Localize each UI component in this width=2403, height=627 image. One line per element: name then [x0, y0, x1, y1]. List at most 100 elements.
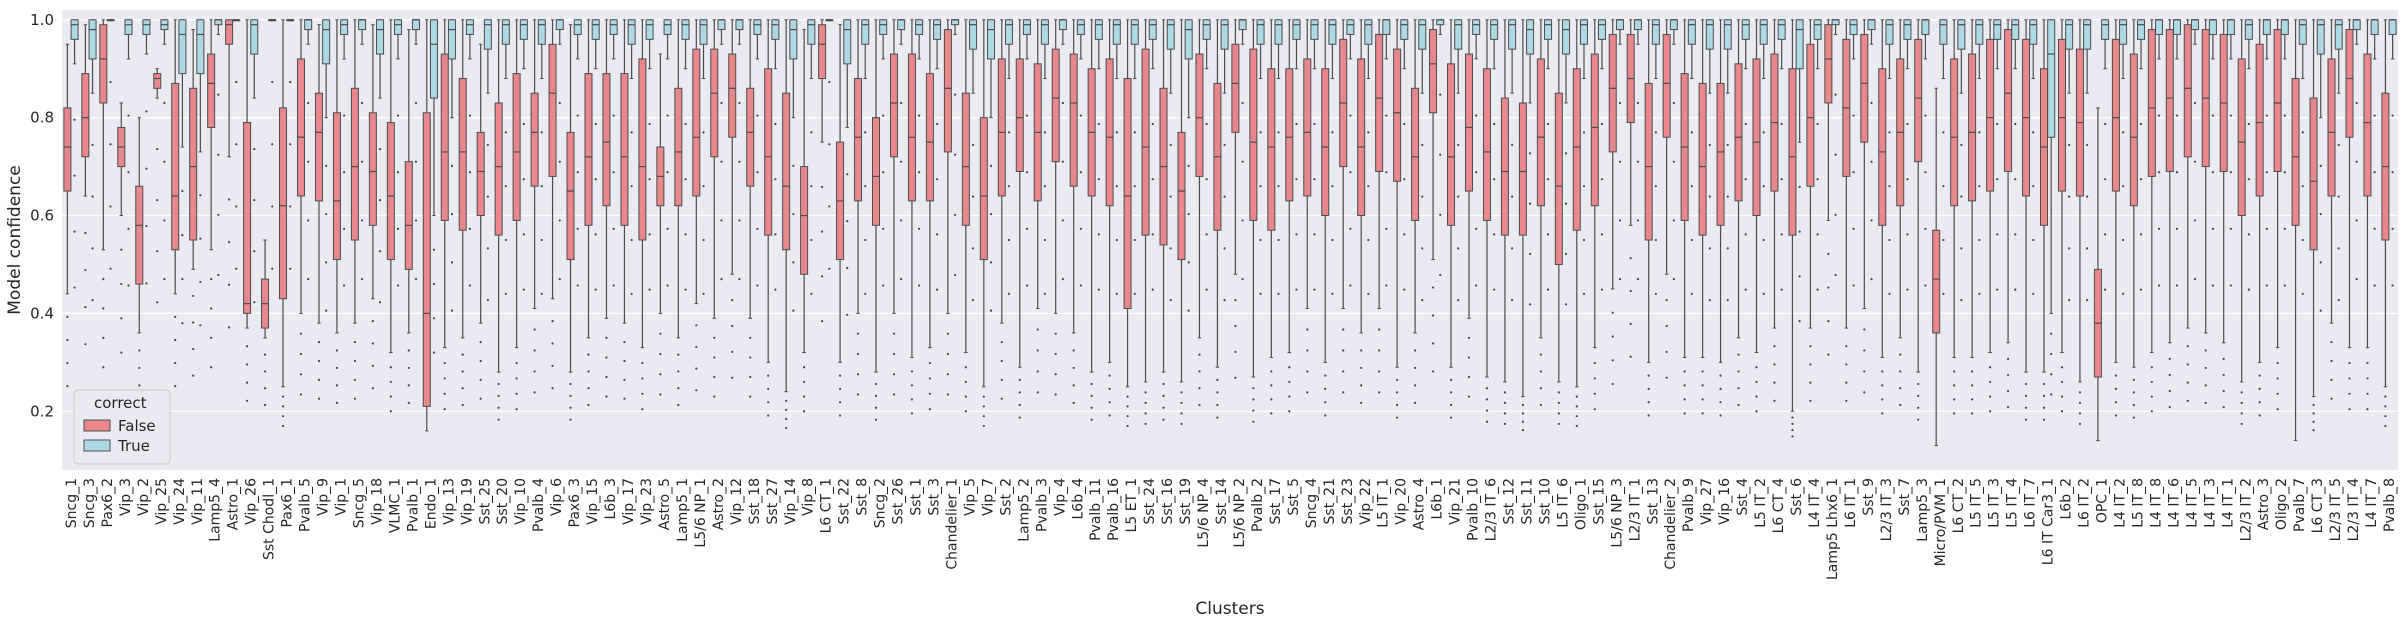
outlier-point	[702, 239, 704, 241]
box-body	[323, 20, 330, 64]
box-body	[1922, 20, 1929, 35]
outlier-point	[1558, 402, 1560, 404]
box-body	[880, 20, 887, 35]
outlier-point	[1888, 293, 1890, 295]
outlier-point	[911, 412, 913, 414]
outlier-point	[1870, 161, 1872, 163]
outlier-point	[1996, 123, 1998, 125]
outlier-point	[2086, 196, 2088, 198]
outlier-point	[1863, 328, 1865, 330]
outlier-point	[1504, 402, 1506, 404]
x-tick-label: Sst Chodl_1	[262, 478, 278, 560]
outlier-point	[2025, 407, 2027, 409]
outlier-point	[2312, 429, 2314, 431]
outlier-point	[1170, 196, 1172, 198]
outlier-point	[300, 373, 302, 375]
outlier-point	[2230, 228, 2232, 230]
outlier-point	[1827, 253, 1829, 255]
outlier-point	[972, 196, 974, 198]
box-body	[154, 74, 161, 89]
box-body	[1491, 20, 1498, 40]
box-body	[700, 20, 707, 44]
outlier-point	[792, 165, 794, 167]
outlier-point	[1834, 214, 1836, 216]
outlier-point	[666, 228, 668, 230]
outlier-point	[2392, 171, 2394, 173]
outlier-point	[1224, 247, 1226, 249]
outlier-point	[2384, 415, 2386, 417]
outlier-point	[1666, 351, 1668, 353]
box-body	[890, 54, 897, 157]
outlier-point	[731, 377, 733, 379]
outlier-point	[1684, 398, 1686, 400]
outlier-point	[659, 373, 661, 375]
outlier-point	[1529, 152, 1531, 154]
x-tick-label: L4 IT_8	[2148, 478, 2164, 528]
outlier-point	[684, 123, 686, 125]
outlier-point	[1816, 123, 1818, 125]
outlier-point	[91, 144, 93, 146]
outlier-point	[1522, 429, 1524, 431]
outlier-point	[1259, 131, 1261, 133]
outlier-point	[695, 346, 697, 348]
outlier-point	[1493, 123, 1495, 125]
outlier-point	[325, 310, 327, 312]
outlier-point	[264, 370, 266, 372]
outlier-point	[2356, 161, 2358, 163]
y-tick-label: 0.8	[30, 109, 54, 127]
outlier-point	[2284, 171, 2286, 173]
outlier-point	[1781, 178, 1783, 180]
outlier-point	[192, 321, 194, 323]
x-tick-label: Astro_4	[1412, 478, 1428, 530]
outlier-point	[2140, 233, 2142, 235]
outlier-point	[1378, 370, 1380, 372]
outlier-point	[1134, 131, 1136, 133]
box-body	[1106, 59, 1113, 206]
outlier-point	[1152, 289, 1154, 291]
outlier-point	[1180, 402, 1182, 404]
outlier-point	[1799, 320, 1801, 322]
outlier-point	[918, 228, 920, 230]
outlier-point	[1529, 203, 1531, 205]
box-body	[1293, 20, 1300, 40]
outlier-point	[138, 384, 140, 386]
outlier-point	[659, 333, 661, 335]
outlier-point	[1960, 144, 1962, 146]
box-body	[1861, 34, 1868, 142]
box-body	[1113, 20, 1120, 44]
box-body	[333, 113, 340, 260]
x-tick-label: Pvalb_16	[1106, 478, 1122, 541]
outlier-point	[120, 351, 122, 353]
outlier-point	[911, 370, 913, 372]
outlier-point	[66, 339, 68, 341]
box-body	[466, 20, 473, 35]
outlier-point	[821, 231, 823, 233]
box-body	[2256, 44, 2263, 196]
outlier-point	[2007, 358, 2009, 360]
outlier-point	[1906, 178, 1908, 180]
x-tick-label: Pax6_2	[100, 478, 116, 528]
outlier-point	[2312, 412, 2314, 414]
box-body	[556, 20, 563, 30]
outlier-point	[857, 373, 859, 375]
box-body	[197, 20, 204, 74]
box-body	[1196, 54, 1203, 176]
outlier-point	[1540, 404, 1542, 406]
outlier-point	[2302, 131, 2304, 133]
box-body	[1311, 20, 1318, 40]
outlier-point	[720, 219, 722, 221]
x-tick-label: L4 IT_5	[2184, 478, 2200, 528]
outlier-point	[318, 379, 320, 381]
box-body	[603, 74, 610, 206]
outlier-point	[120, 283, 122, 285]
outlier-point	[1432, 286, 1434, 288]
box-body	[2227, 20, 2234, 35]
outlier-point	[1241, 219, 1243, 221]
outlier-point	[1906, 233, 1908, 235]
outlier-point	[1288, 410, 1290, 412]
y-tick-label: 1.0	[30, 11, 54, 29]
outlier-point	[1594, 362, 1596, 364]
outlier-point	[2068, 299, 2070, 301]
box-body	[1645, 83, 1652, 240]
outlier-point	[2158, 284, 2160, 286]
